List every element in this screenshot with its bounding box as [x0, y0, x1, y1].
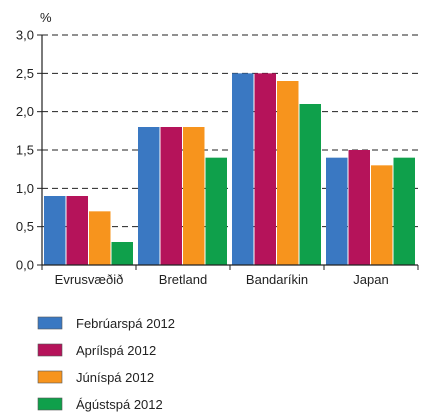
bar: [348, 150, 370, 265]
category-label: Evrusvæðið: [55, 272, 124, 287]
bar: [138, 127, 160, 265]
bar: [183, 127, 205, 265]
legend-swatch: [37, 397, 63, 411]
legend-swatch: [37, 370, 63, 384]
legend-label: Febrúarspá 2012: [76, 316, 175, 331]
legend-label: Júníspá 2012: [76, 370, 154, 385]
x-axis-labels: Evrusvæðið Bretland Bandaríkin Japan: [55, 272, 389, 287]
bar: [66, 196, 88, 265]
y-axis-unit-label: %: [40, 10, 52, 25]
y-axis-ticks: 0,0 0,5 1,0 1,5 2,0 2,5 3,0: [16, 28, 42, 273]
bar: [371, 165, 393, 265]
legend-label: Ágústspá 2012: [76, 397, 163, 412]
legend-label: Aprílspá 2012: [76, 343, 156, 358]
y-tick-label: 2,0: [16, 104, 34, 119]
legend-swatch: [37, 343, 63, 357]
y-tick-label: 0,0: [16, 258, 34, 273]
y-tick-label: 0,5: [16, 219, 34, 234]
category-label: Bandaríkin: [246, 272, 308, 287]
bar: [326, 157, 348, 265]
bar: [89, 211, 111, 265]
bar: [205, 157, 227, 265]
bars: [44, 73, 415, 265]
bar: [160, 127, 182, 265]
y-tick-label: 3,0: [16, 28, 34, 43]
bar: [44, 196, 66, 265]
bar: [111, 242, 133, 265]
y-tick-label: 2,5: [16, 66, 34, 81]
legend: Febrúarspá 2012 Aprílspá 2012 Júníspá 2012…: [37, 316, 175, 412]
category-label: Bretland: [159, 272, 207, 287]
bar: [393, 157, 415, 265]
legend-swatch: [37, 316, 63, 330]
bar: [254, 73, 276, 265]
bar: [299, 104, 321, 265]
category-label: Japan: [353, 272, 388, 287]
bar: [232, 73, 254, 265]
y-tick-label: 1,5: [16, 143, 34, 158]
y-tick-label: 1,0: [16, 181, 34, 196]
bar: [277, 81, 299, 265]
